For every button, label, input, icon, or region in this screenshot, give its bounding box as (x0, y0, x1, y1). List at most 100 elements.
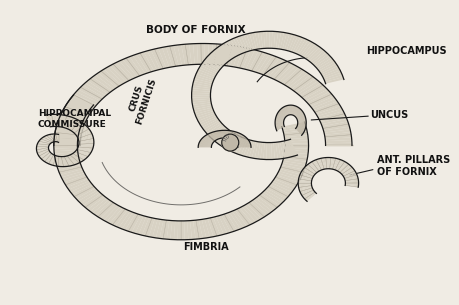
Polygon shape (191, 93, 210, 95)
Polygon shape (191, 101, 211, 105)
Polygon shape (45, 135, 54, 142)
Polygon shape (41, 138, 52, 143)
Polygon shape (60, 115, 62, 127)
Polygon shape (69, 155, 78, 164)
Polygon shape (251, 52, 265, 72)
Polygon shape (230, 46, 240, 67)
Polygon shape (298, 185, 311, 188)
Polygon shape (204, 218, 213, 237)
Polygon shape (278, 32, 283, 49)
Polygon shape (198, 146, 211, 147)
Polygon shape (68, 99, 90, 110)
Polygon shape (101, 69, 121, 86)
Polygon shape (65, 156, 71, 166)
Polygon shape (274, 123, 283, 124)
Polygon shape (131, 215, 143, 233)
Polygon shape (39, 151, 50, 157)
Polygon shape (78, 138, 94, 142)
Polygon shape (336, 160, 343, 171)
Polygon shape (236, 140, 248, 144)
Polygon shape (110, 64, 129, 82)
Polygon shape (77, 131, 91, 137)
Polygon shape (214, 44, 220, 65)
Polygon shape (230, 132, 237, 139)
Polygon shape (51, 134, 56, 142)
Polygon shape (325, 137, 351, 141)
Polygon shape (64, 116, 69, 128)
Polygon shape (80, 85, 104, 99)
Polygon shape (192, 81, 212, 87)
Polygon shape (287, 105, 289, 115)
Polygon shape (295, 128, 302, 135)
Polygon shape (340, 166, 351, 174)
Polygon shape (38, 142, 50, 144)
Polygon shape (67, 156, 74, 165)
Polygon shape (296, 127, 303, 133)
Polygon shape (266, 31, 269, 48)
Polygon shape (66, 156, 73, 165)
Polygon shape (273, 31, 278, 48)
Polygon shape (205, 135, 215, 141)
Polygon shape (79, 139, 94, 142)
Polygon shape (233, 135, 242, 140)
Polygon shape (54, 140, 78, 144)
Polygon shape (283, 156, 307, 162)
Polygon shape (296, 127, 304, 132)
Polygon shape (282, 33, 289, 50)
Polygon shape (199, 65, 217, 75)
Polygon shape (226, 212, 240, 230)
Polygon shape (275, 175, 298, 185)
Polygon shape (205, 122, 221, 134)
Polygon shape (339, 163, 348, 173)
Polygon shape (284, 138, 308, 142)
Polygon shape (239, 48, 251, 69)
Polygon shape (235, 36, 245, 53)
Polygon shape (291, 75, 313, 91)
Polygon shape (76, 149, 91, 153)
Polygon shape (59, 156, 62, 167)
Polygon shape (77, 149, 92, 152)
Polygon shape (323, 127, 349, 133)
Polygon shape (345, 183, 358, 184)
Polygon shape (241, 35, 249, 51)
Polygon shape (343, 174, 356, 178)
Polygon shape (76, 128, 89, 136)
Polygon shape (166, 221, 172, 239)
Polygon shape (78, 144, 94, 145)
Polygon shape (39, 140, 51, 143)
Polygon shape (62, 115, 65, 127)
Polygon shape (338, 163, 347, 172)
Polygon shape (45, 154, 52, 163)
Polygon shape (48, 114, 53, 127)
Polygon shape (298, 187, 312, 191)
Polygon shape (76, 127, 88, 135)
Polygon shape (308, 94, 333, 106)
Polygon shape (46, 154, 53, 163)
Polygon shape (284, 141, 291, 157)
Polygon shape (248, 201, 267, 217)
Polygon shape (231, 133, 239, 140)
Polygon shape (283, 154, 307, 159)
Polygon shape (302, 168, 314, 175)
Polygon shape (284, 143, 308, 146)
Polygon shape (177, 221, 181, 240)
Polygon shape (55, 114, 57, 127)
Polygon shape (323, 158, 325, 169)
Polygon shape (286, 34, 294, 51)
Polygon shape (281, 122, 305, 129)
Polygon shape (324, 158, 326, 169)
Polygon shape (246, 33, 254, 50)
Polygon shape (282, 127, 306, 133)
Polygon shape (63, 156, 68, 167)
Polygon shape (336, 161, 344, 171)
Polygon shape (38, 143, 50, 145)
Polygon shape (344, 178, 358, 181)
Polygon shape (75, 151, 89, 156)
Polygon shape (37, 148, 48, 151)
Text: ANT. PILLARS
OF FORNIX: ANT. PILLARS OF FORNIX (377, 155, 450, 177)
Polygon shape (74, 125, 87, 134)
Polygon shape (217, 44, 224, 65)
Polygon shape (305, 165, 316, 174)
Polygon shape (216, 130, 230, 144)
Polygon shape (204, 44, 208, 64)
